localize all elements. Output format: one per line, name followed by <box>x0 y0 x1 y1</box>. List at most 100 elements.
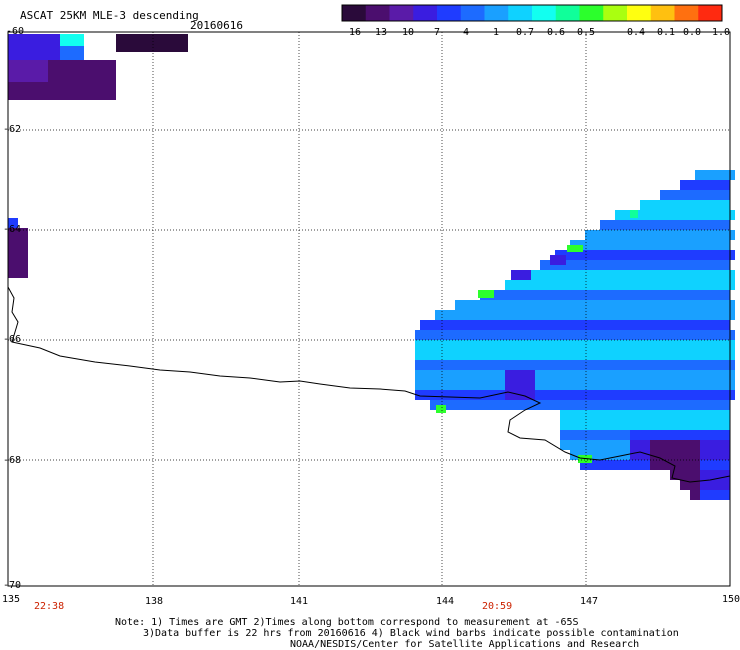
wind-cell <box>625 390 635 400</box>
wind-cell <box>465 310 475 320</box>
wind-cell <box>650 320 660 330</box>
wind-cell <box>645 310 655 320</box>
wind-cell <box>610 410 620 420</box>
wind-cell <box>415 330 425 340</box>
wind-cell <box>690 460 700 470</box>
wind-cell <box>595 370 605 380</box>
wind-cell <box>550 290 560 300</box>
wind-cell <box>710 400 720 410</box>
wind-cell <box>465 370 475 380</box>
wind-cell <box>595 350 605 360</box>
wind-cell <box>615 360 625 370</box>
wind-cell <box>590 290 600 300</box>
colorbar-label-7: -0.6 <box>541 27 566 38</box>
wind-cell <box>710 220 720 230</box>
wind-cell <box>635 360 645 370</box>
wind-cell <box>570 410 580 420</box>
wind-cell <box>495 370 505 380</box>
wind-cell <box>505 370 515 380</box>
colorbar-swatch-0 <box>342 5 367 21</box>
wind-cell <box>515 380 525 390</box>
wind-cell <box>625 250 635 260</box>
wind-cell <box>615 370 625 380</box>
wind-cell <box>685 250 695 260</box>
wind-cell <box>710 190 720 200</box>
wind-cell <box>710 440 720 450</box>
wind-cell <box>705 250 715 260</box>
wind-cell <box>485 310 495 320</box>
wind-cell <box>425 380 435 390</box>
wind-cell <box>685 390 695 400</box>
wind-cell <box>580 430 590 440</box>
wind-cell <box>720 480 730 490</box>
wind-cell <box>630 320 640 330</box>
wind-cell <box>595 390 605 400</box>
wind-cell <box>710 470 720 480</box>
wind-cell <box>515 330 525 340</box>
wind-cell <box>645 340 655 350</box>
wind-cell <box>465 390 475 400</box>
wind-cell <box>685 230 695 240</box>
wind-cell <box>640 460 650 470</box>
wind-cell <box>445 380 455 390</box>
wind-cell <box>465 340 475 350</box>
wind-cell <box>715 350 725 360</box>
wind-cell <box>535 390 545 400</box>
wind-cell <box>680 190 690 200</box>
wind-cell <box>605 300 615 310</box>
wind-cell <box>565 250 575 260</box>
time-label-left: 22:38 <box>34 601 65 612</box>
wind-cell <box>660 410 670 420</box>
wind-cell <box>700 220 710 230</box>
wind-cell <box>645 300 655 310</box>
wind-cell <box>565 300 575 310</box>
wind-cell <box>635 350 645 360</box>
wind-cell <box>455 340 465 350</box>
wind-cell <box>605 310 615 320</box>
wind-cell <box>695 250 705 260</box>
wind-cell <box>695 340 705 350</box>
wind-cell <box>690 190 700 200</box>
wind-cell <box>520 400 530 410</box>
wind-cell <box>670 320 680 330</box>
wind-cell <box>630 410 640 420</box>
wind-cell <box>635 330 645 340</box>
wind-cell <box>540 400 550 410</box>
wind-cell <box>690 200 700 210</box>
wind-cell <box>690 410 700 420</box>
wind-cell <box>665 280 675 290</box>
lon-label-147: 147 <box>580 596 599 607</box>
wind-cell <box>670 430 680 440</box>
wind-cell <box>525 370 535 380</box>
wind-cell <box>565 380 575 390</box>
wind-cell <box>505 390 515 400</box>
wind-cell <box>415 390 425 400</box>
wind-cell <box>620 460 630 470</box>
wind-cell <box>490 320 500 330</box>
wind-cell <box>665 270 675 280</box>
wind-cell <box>555 330 565 340</box>
wind-cell <box>590 450 600 460</box>
wind-cell <box>565 340 575 350</box>
wind-cell <box>655 360 665 370</box>
wind-cell <box>715 340 725 350</box>
wind-cell <box>575 300 585 310</box>
wind-cell <box>655 230 665 240</box>
wind-cell <box>475 390 485 400</box>
wind-cell <box>690 440 700 450</box>
wind-cell <box>670 190 680 200</box>
wind-cell <box>670 410 680 420</box>
wind-cell <box>675 280 685 290</box>
wind-cell <box>580 260 590 270</box>
wind-cell <box>560 410 570 420</box>
wind-cell <box>515 350 525 360</box>
wind-cell <box>515 340 525 350</box>
wind-cell <box>455 310 465 320</box>
wind-cell <box>595 230 605 240</box>
wind-cell <box>710 450 720 460</box>
wind-cell <box>700 400 710 410</box>
wind-cell <box>450 400 460 410</box>
wind-cell <box>605 340 615 350</box>
wind-cell <box>116 34 188 52</box>
